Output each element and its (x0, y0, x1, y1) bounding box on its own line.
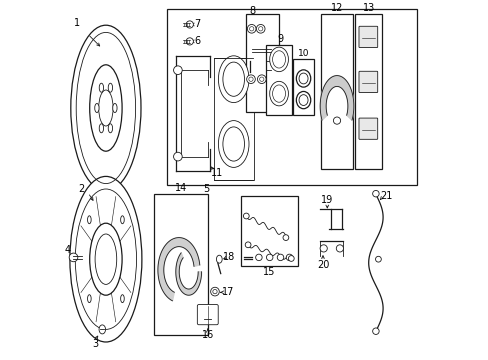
Text: 5: 5 (203, 184, 209, 194)
Ellipse shape (269, 47, 288, 72)
Ellipse shape (121, 295, 124, 303)
Polygon shape (320, 76, 353, 120)
Text: 6: 6 (194, 36, 201, 46)
Bar (154, 194, 207, 335)
Text: 7: 7 (194, 19, 201, 30)
Text: 17: 17 (222, 287, 234, 297)
Circle shape (186, 21, 193, 28)
Ellipse shape (70, 176, 142, 342)
Ellipse shape (71, 25, 141, 191)
Text: 12: 12 (330, 3, 343, 13)
Circle shape (277, 254, 283, 261)
Circle shape (283, 235, 288, 240)
Ellipse shape (87, 216, 91, 224)
Ellipse shape (216, 255, 222, 263)
Bar (265, 45, 291, 115)
Text: 9: 9 (277, 34, 283, 44)
Circle shape (285, 254, 292, 261)
Circle shape (246, 75, 255, 84)
Circle shape (257, 75, 265, 84)
Text: 18: 18 (223, 252, 235, 262)
Ellipse shape (99, 83, 103, 92)
Circle shape (375, 256, 381, 262)
Text: 2: 2 (79, 184, 85, 194)
Ellipse shape (87, 295, 91, 303)
Text: 16: 16 (201, 330, 213, 340)
Circle shape (336, 245, 343, 252)
Ellipse shape (296, 91, 310, 109)
FancyBboxPatch shape (197, 305, 218, 325)
Ellipse shape (99, 325, 105, 334)
Text: 4: 4 (65, 245, 71, 255)
FancyBboxPatch shape (358, 71, 377, 93)
Text: 15: 15 (263, 267, 275, 277)
Circle shape (266, 254, 272, 261)
Polygon shape (176, 253, 201, 295)
Circle shape (247, 24, 256, 33)
Circle shape (173, 152, 182, 161)
Text: 19: 19 (321, 195, 333, 205)
Circle shape (210, 287, 219, 296)
Text: 14: 14 (175, 183, 187, 193)
Text: 13: 13 (362, 3, 374, 13)
Bar (246, 14, 279, 112)
Text: 10: 10 (297, 49, 308, 58)
Circle shape (243, 213, 249, 219)
Text: 11: 11 (211, 168, 223, 178)
Ellipse shape (113, 104, 117, 112)
Text: 20: 20 (316, 260, 328, 270)
Circle shape (372, 328, 378, 334)
Bar (213, 58, 253, 180)
Bar (167, 9, 416, 185)
Circle shape (173, 66, 182, 75)
Bar (320, 14, 352, 169)
Ellipse shape (108, 124, 112, 133)
Circle shape (320, 245, 326, 252)
Text: 21: 21 (380, 191, 392, 201)
Ellipse shape (108, 83, 112, 92)
Circle shape (255, 254, 262, 261)
Circle shape (186, 38, 193, 45)
Ellipse shape (89, 65, 122, 151)
Ellipse shape (89, 223, 122, 295)
Ellipse shape (99, 90, 113, 126)
Circle shape (244, 242, 250, 248)
Circle shape (372, 190, 378, 197)
Text: 8: 8 (248, 6, 255, 16)
Circle shape (69, 253, 78, 262)
FancyBboxPatch shape (358, 118, 377, 139)
Ellipse shape (99, 124, 103, 133)
Circle shape (333, 117, 340, 124)
Polygon shape (158, 238, 200, 301)
Bar (292, 59, 313, 115)
Ellipse shape (95, 104, 99, 112)
Ellipse shape (218, 121, 248, 167)
Circle shape (256, 24, 264, 33)
Text: 3: 3 (92, 339, 98, 349)
Ellipse shape (121, 216, 124, 224)
Text: 1: 1 (74, 18, 80, 28)
Ellipse shape (218, 56, 248, 103)
FancyBboxPatch shape (358, 26, 377, 48)
Bar (355, 14, 382, 169)
Bar (241, 196, 297, 266)
Circle shape (288, 256, 294, 261)
Ellipse shape (269, 81, 288, 106)
Ellipse shape (296, 70, 310, 87)
